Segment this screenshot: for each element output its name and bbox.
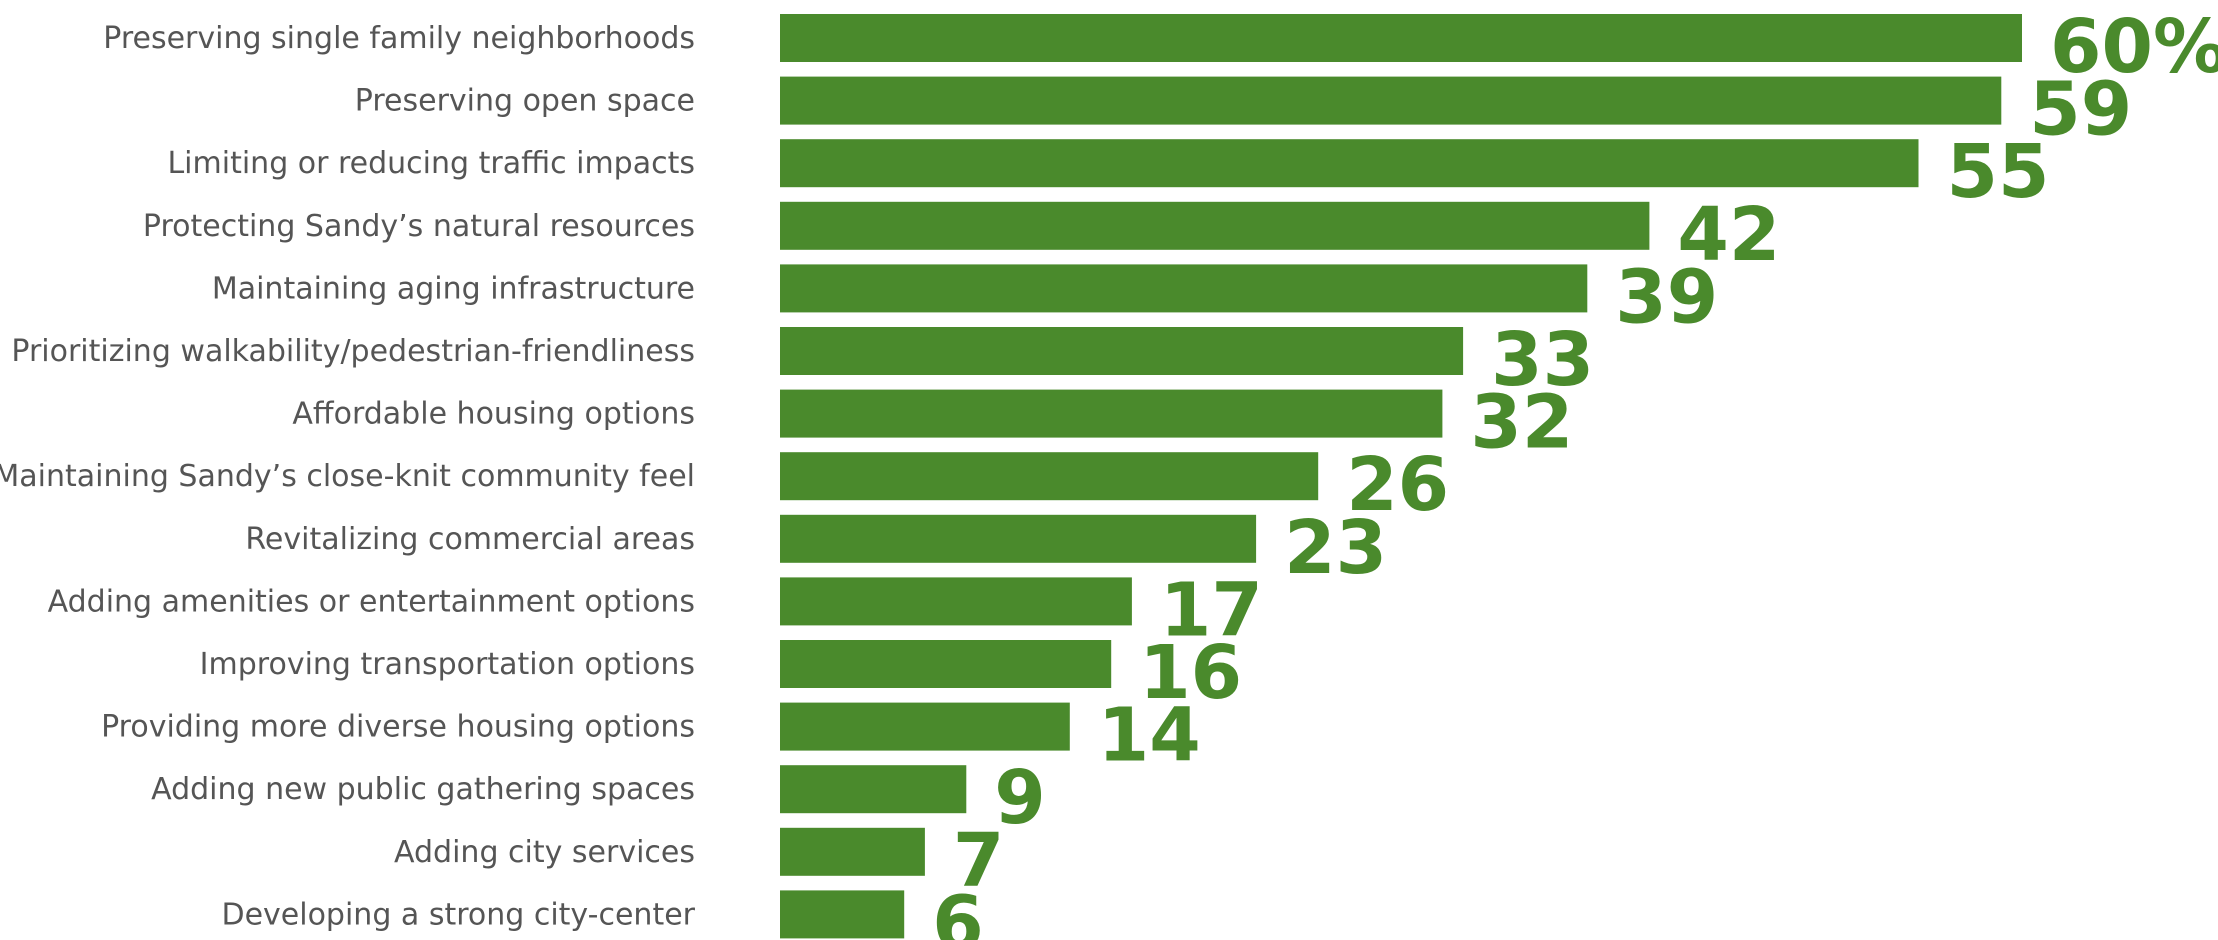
- category-label: Maintaining Sandy’s close-knit community…: [0, 459, 695, 494]
- value-label: 23: [1284, 505, 1387, 591]
- category-label: Maintaining aging infrastructure: [212, 271, 695, 306]
- category-label: Developing a strong city-center: [221, 897, 695, 932]
- value-label: 17: [1160, 567, 1263, 653]
- category-label: Revitalizing commercial areas: [245, 522, 695, 557]
- category-label: Adding amenities or entertainment option…: [48, 584, 695, 619]
- bar: [780, 827, 925, 876]
- category-label: Preserving single family neighborhoods: [103, 21, 695, 56]
- bar: [780, 76, 2002, 125]
- category-labels: Preserving single family neighborhoods Pr…: [0, 21, 696, 932]
- category-label: Improving transportation options: [200, 647, 695, 682]
- category-label: Providing more diverse housing options: [101, 710, 695, 745]
- value-label: 6: [932, 880, 984, 940]
- bar: [780, 389, 1443, 438]
- value-label: 14: [1098, 693, 1201, 779]
- category-label: Affordable housing options: [292, 397, 695, 432]
- value-label: 9: [994, 755, 1046, 841]
- bar: [780, 452, 1319, 501]
- bar: [780, 514, 1257, 563]
- category-label: Preserving open space: [355, 84, 695, 119]
- bars: [780, 14, 2022, 939]
- value-label: 26: [1346, 442, 1449, 528]
- category-label: Prioritizing walkability/pedestrian-frie…: [11, 334, 695, 369]
- bar: [780, 139, 1919, 188]
- category-label: Adding new public gathering spaces: [151, 772, 695, 807]
- bar: [780, 327, 1464, 375]
- value-label: 60%: [2050, 4, 2218, 90]
- bar: [780, 201, 1650, 250]
- value-label: 55: [1947, 129, 2050, 215]
- bar: [780, 890, 905, 939]
- category-label: Limiting or reducing traffic impacts: [167, 146, 695, 181]
- value-label: 59: [2029, 67, 2132, 153]
- value-label: 39: [1615, 254, 1718, 340]
- value-label: 32: [1470, 380, 1573, 466]
- bar: [780, 264, 1588, 313]
- value-label: 33: [1491, 317, 1594, 403]
- bar: [780, 702, 1070, 751]
- category-label: Adding city services: [394, 835, 695, 870]
- bar: [780, 640, 1112, 688]
- value-label: 16: [1139, 630, 1242, 716]
- bar: [780, 577, 1132, 626]
- category-label: Protecting Sandy’s natural resources: [143, 209, 695, 244]
- bar: [780, 765, 967, 814]
- bar: [780, 14, 2022, 62]
- value-label: 42: [1677, 192, 1780, 278]
- value-label: 7: [953, 818, 1005, 904]
